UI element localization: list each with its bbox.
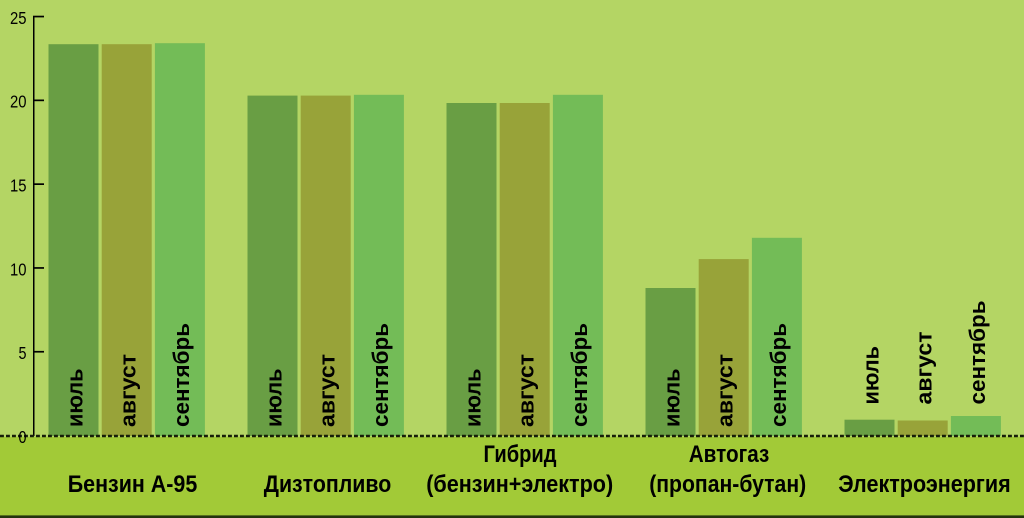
svg-text:Гибрид: Гибрид bbox=[484, 441, 557, 468]
svg-text:июль: июль bbox=[63, 369, 88, 428]
svg-text:август: август bbox=[116, 354, 141, 427]
svg-text:июль: июль bbox=[660, 369, 685, 428]
svg-text:Электроэнергия: Электроэнергия bbox=[838, 471, 1011, 498]
svg-text:15: 15 bbox=[10, 176, 27, 196]
svg-text:5: 5 bbox=[19, 343, 27, 363]
svg-text:август: август bbox=[315, 354, 340, 427]
svg-text:июль: июль bbox=[461, 369, 486, 428]
svg-text:июль: июль bbox=[859, 346, 884, 405]
svg-text:июль: июль bbox=[262, 369, 287, 428]
svg-text:сентябрь: сентябрь bbox=[766, 323, 791, 427]
svg-text:сентябрь: сентябрь bbox=[169, 323, 194, 427]
svg-text:сентябрь: сентябрь bbox=[368, 323, 393, 427]
svg-text:август: август bbox=[713, 354, 738, 427]
svg-text:Дизтопливо: Дизтопливо bbox=[264, 471, 392, 498]
svg-text:(пропан-бутан): (пропан-бутан) bbox=[649, 471, 806, 498]
svg-text:10: 10 bbox=[10, 259, 27, 279]
svg-text:25: 25 bbox=[10, 8, 27, 28]
svg-text:20: 20 bbox=[10, 92, 27, 112]
svg-text:Бензин А-95: Бензин А-95 bbox=[68, 471, 198, 498]
svg-text:август: август bbox=[912, 332, 937, 405]
svg-text:август: август bbox=[514, 354, 539, 427]
svg-text:(бензин+электро): (бензин+электро) bbox=[426, 471, 613, 498]
svg-text:сентябрь: сентябрь bbox=[567, 323, 592, 427]
svg-text:сентябрь: сентябрь bbox=[965, 301, 990, 405]
svg-text:0: 0 bbox=[19, 427, 27, 447]
svg-text:Автогаз: Автогаз bbox=[689, 441, 770, 468]
